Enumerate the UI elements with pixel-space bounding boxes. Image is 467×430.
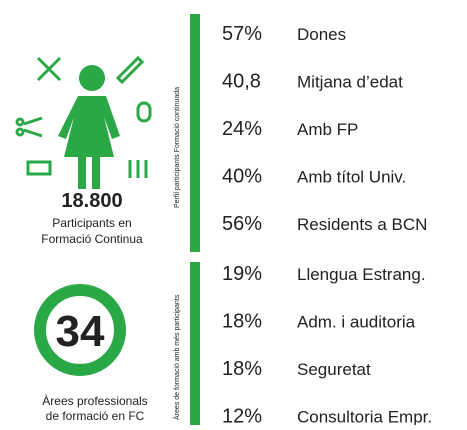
participants-caption: Participants en	[52, 216, 131, 230]
row-value: 18%	[222, 358, 262, 380]
row-value: 40,8	[222, 71, 261, 93]
side-label: Perfil participants Formació continuada	[174, 87, 181, 208]
green-bar	[190, 262, 200, 425]
woman-icon	[58, 65, 120, 189]
row-value: 57%	[222, 23, 262, 45]
areas-count: 34	[56, 307, 105, 356]
row-label: Llengua Estrang.	[297, 265, 426, 284]
row-label: Seguretat	[297, 360, 371, 379]
row-label: Dones	[297, 25, 346, 44]
row-value: 56%	[222, 213, 262, 235]
participants-caption: Formació Continua	[41, 232, 143, 246]
tool-icons	[15, 55, 152, 178]
row-label: Residents a BCN	[297, 215, 427, 234]
side-label: Àrees de formació amb més participants	[172, 294, 181, 420]
green-bar	[190, 14, 200, 252]
row-value: 19%	[222, 263, 262, 285]
row-label: Mitjana d’edat	[297, 73, 403, 92]
row-label: Adm. i auditoria	[297, 313, 416, 332]
areas-caption: de formació en FC	[46, 409, 145, 423]
participants-count: 18.800	[61, 190, 122, 212]
row-value: 24%	[222, 118, 262, 140]
row-label: Amb FP	[297, 120, 358, 139]
row-value: 18%	[222, 311, 262, 333]
row-value: 40%	[222, 166, 262, 188]
row-value: 12%	[222, 406, 262, 426]
row-label: Consultoria Empr.	[297, 408, 432, 426]
rows: 57% Dones 40,8 Mitjana d’edat 24% Amb FP 40% Am…	[222, 23, 432, 428]
row-label: Amb títol Univ.	[297, 168, 406, 187]
areas-ring	[34, 284, 126, 376]
areas-caption: Àrees professionals	[42, 393, 147, 408]
